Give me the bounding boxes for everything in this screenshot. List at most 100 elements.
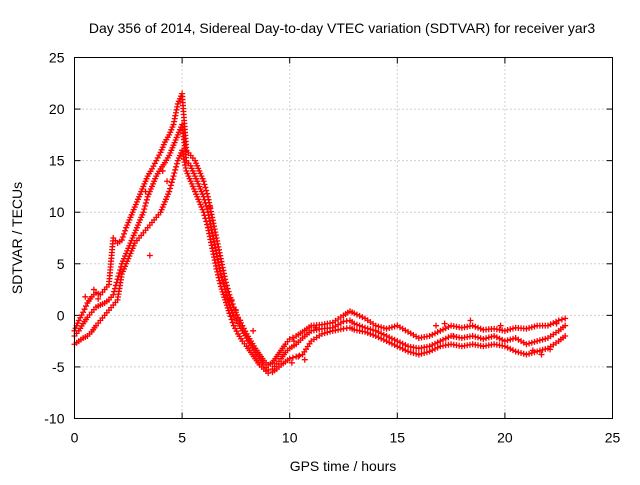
data-point [200, 193, 207, 200]
x-tick-label: 5 [178, 430, 186, 446]
data-point [140, 209, 147, 216]
data-point [539, 336, 546, 343]
data-point [467, 317, 474, 324]
data-point [200, 178, 207, 185]
data-point [95, 295, 102, 302]
data-point [388, 335, 395, 342]
data-point [391, 336, 398, 343]
data-point [441, 320, 448, 327]
data-point [122, 227, 129, 234]
data-point [213, 265, 220, 272]
data-point [173, 160, 180, 167]
data-point [472, 333, 479, 340]
y-axis-label: SDTVAR / TECUs [9, 182, 25, 294]
data-points [71, 90, 569, 377]
data-point [423, 349, 430, 356]
data-point [288, 359, 295, 366]
data-point [520, 350, 527, 357]
data-point [375, 329, 382, 336]
data-point [380, 336, 387, 343]
data-point [90, 286, 97, 293]
data-point [499, 336, 506, 343]
data-point [386, 324, 393, 331]
data-point [475, 324, 481, 331]
data-point [445, 334, 452, 341]
data-point [493, 334, 500, 341]
data-point [295, 353, 302, 360]
data-point [200, 209, 207, 216]
data-point [391, 342, 398, 349]
data-point [301, 356, 308, 363]
data-point [529, 347, 536, 354]
data-point [167, 185, 174, 192]
data-point [375, 323, 382, 330]
data-point [523, 325, 530, 332]
data-point [504, 337, 511, 344]
data-point [362, 328, 369, 335]
data-point [407, 349, 414, 356]
data-point [214, 268, 221, 275]
data-point [472, 323, 479, 330]
data-point [534, 338, 541, 345]
data-point [218, 286, 225, 293]
data-point [220, 291, 227, 298]
data-point [528, 339, 535, 346]
data-point [153, 157, 160, 164]
data-point [219, 279, 226, 286]
data-point [391, 323, 398, 330]
data-point [536, 347, 543, 354]
data-point [562, 315, 569, 322]
data-point [110, 291, 117, 298]
data-point [523, 341, 530, 348]
data-point [118, 237, 125, 244]
data-point [222, 296, 229, 303]
data-point [202, 184, 209, 191]
series-lower-trace [71, 147, 569, 377]
data-point [523, 351, 530, 358]
data-point [367, 330, 374, 337]
data-point [383, 325, 390, 332]
data-point [215, 274, 222, 281]
data-point [429, 347, 436, 354]
data-point [429, 331, 436, 338]
data-point [170, 173, 177, 180]
data-point [286, 336, 293, 343]
data-point [531, 338, 538, 345]
data-point [496, 335, 503, 342]
data-point [544, 322, 551, 329]
data-point [378, 324, 385, 331]
data-point [142, 199, 149, 206]
data-point [81, 306, 88, 313]
data-point [485, 334, 492, 341]
data-point [143, 196, 150, 203]
data-point [203, 187, 210, 194]
data-point [504, 327, 511, 334]
data-point [509, 325, 516, 332]
data-point [501, 343, 508, 350]
data-point [394, 343, 401, 350]
data-point [388, 340, 395, 347]
data-point [426, 332, 433, 339]
data-point [526, 340, 533, 347]
data-point [509, 347, 516, 354]
data-point [399, 340, 406, 347]
y-tick-label: 25 [49, 50, 65, 66]
data-point [80, 309, 87, 316]
data-point [421, 350, 428, 357]
data-point [442, 335, 449, 342]
data-point [555, 317, 562, 324]
data-point [402, 342, 409, 349]
data-point [504, 344, 511, 351]
data-point [531, 323, 538, 330]
data-point [553, 320, 560, 327]
data-point [375, 334, 382, 341]
data-point [442, 325, 449, 332]
data-point [431, 330, 438, 337]
data-point [351, 320, 358, 327]
series-middle-trace [71, 121, 569, 374]
data-point [201, 181, 208, 188]
data-point [237, 317, 244, 324]
data-point [202, 199, 209, 206]
data-point [378, 335, 385, 342]
x-tick-label: 10 [282, 430, 298, 446]
